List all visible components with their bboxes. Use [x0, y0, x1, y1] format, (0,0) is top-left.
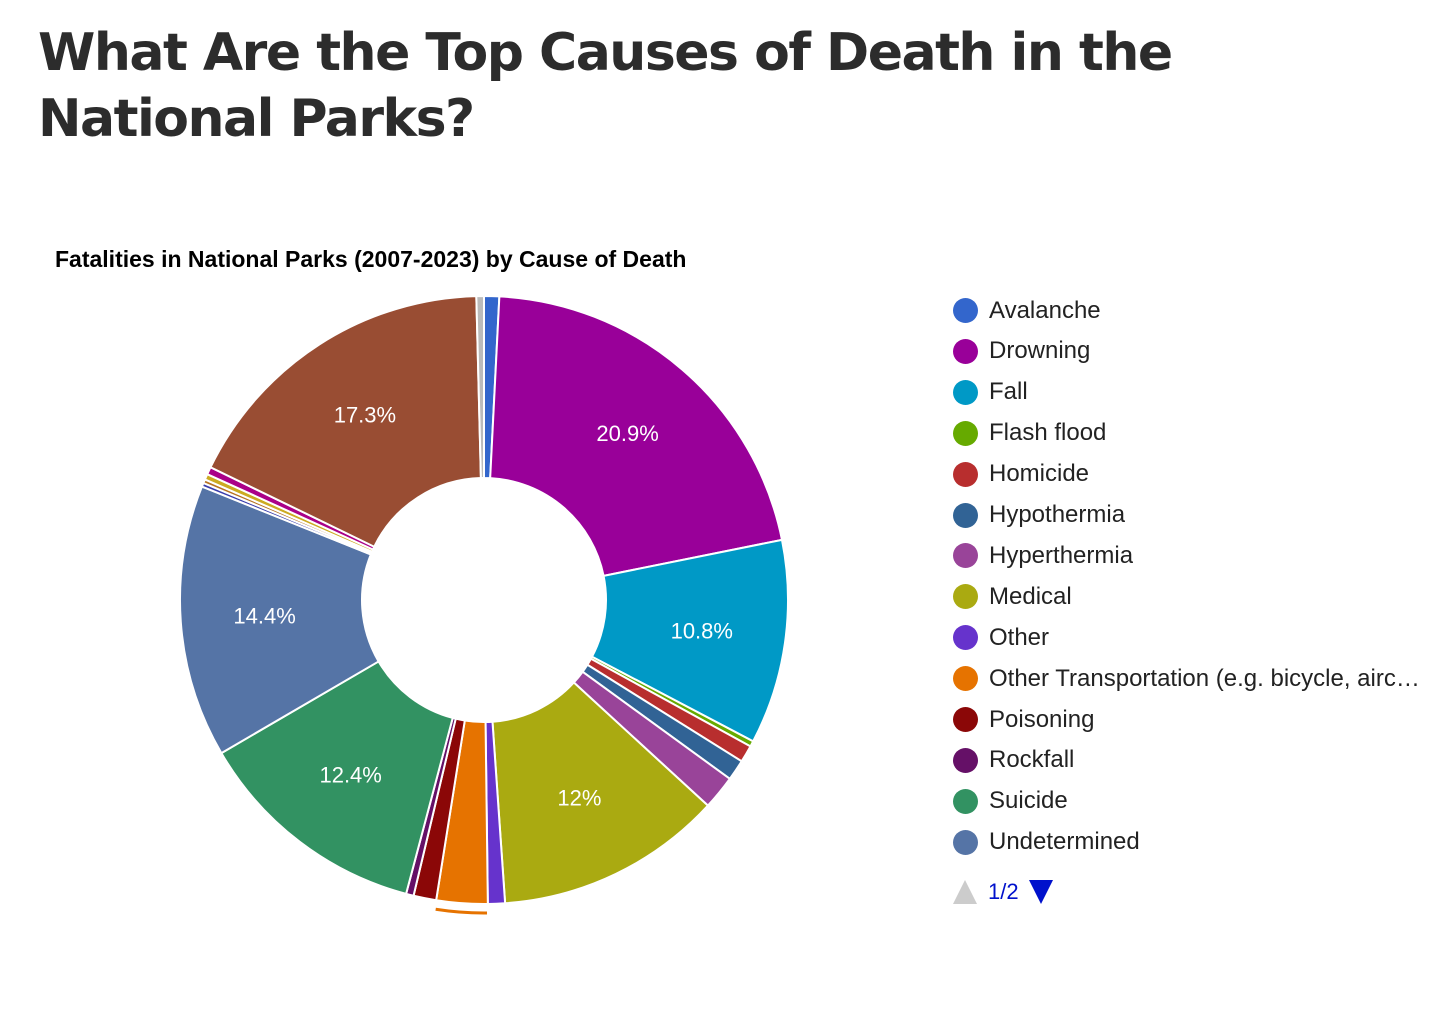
legend-swatch [953, 666, 978, 692]
slice-value-label: 12.4% [319, 762, 381, 787]
legend-page-indicator: 1/2 [988, 879, 1019, 904]
legend-swatch [953, 338, 978, 364]
legend-swatch [953, 625, 978, 651]
legend-swatch [953, 298, 978, 323]
legend-pager: 1/2 [953, 876, 1053, 908]
pie-slice-highlight [435, 907, 488, 915]
legend-swatch [953, 379, 978, 405]
legend-swatch [953, 788, 978, 814]
legend-item-poisoning[interactable]: Poisoning [953, 699, 1453, 740]
legend-item-homicide[interactable]: Homicide [953, 454, 1453, 495]
legend-label: Other [989, 623, 1050, 651]
chart-title: Fatalities in National Parks (2007-2023)… [55, 246, 687, 272]
legend-item-fall[interactable]: Fall [953, 372, 1453, 413]
legend-swatch [953, 543, 978, 569]
legend-label: Other Transportation (e.g. bicycle, airc… [989, 664, 1420, 692]
slice-value-label: 20.9% [596, 421, 658, 446]
pie-slice-drowning[interactable] [489, 295, 784, 578]
legend-label: Fall [989, 378, 1028, 406]
legend-item-hypothermia[interactable]: Hypothermia [953, 495, 1453, 536]
slice-value-label: 10.8% [671, 619, 733, 644]
slice-value-label: 12% [557, 786, 601, 811]
legend-label: Avalanche [989, 296, 1101, 324]
slice-value-label: 17.3% [334, 403, 396, 428]
legend-swatch [953, 829, 978, 855]
pie-slice-unlabeled-18[interactable] [209, 295, 482, 549]
page-heading: What Are the Top Causes of Death in the … [38, 23, 1173, 149]
legend-next-page-button[interactable] [1028, 880, 1053, 904]
legend-swatch [953, 707, 978, 732]
legend-item-other-transportation-e-g-bicycle-airc[interactable]: Other Transportation (e.g. bicycle, airc… [953, 658, 1453, 699]
legend-item-flash-flood[interactable]: Flash flood [953, 413, 1453, 454]
legend-swatch [953, 584, 978, 610]
pie-slice-medical[interactable] [491, 681, 710, 905]
legend-item-avalanche[interactable]: Avalanche [953, 290, 1453, 331]
legend-swatch [953, 747, 978, 773]
legend-label: Rockfall [989, 746, 1075, 774]
pie-slice-fall[interactable] [590, 538, 789, 743]
legend-prev-page-button[interactable] [953, 880, 977, 904]
legend-label: Drowning [989, 337, 1091, 365]
legend-label: Medical [989, 582, 1072, 610]
legend-item-suicide[interactable]: Suicide [953, 781, 1453, 822]
legend-label: Poisoning [989, 705, 1095, 733]
legend-label: Flash flood [989, 419, 1107, 447]
legend-item-undetermined[interactable]: Undetermined [953, 822, 1453, 863]
legend-label: Suicide [989, 787, 1068, 815]
legend-label: Hyperthermia [989, 541, 1134, 569]
legend-item-rockfall[interactable]: Rockfall [953, 740, 1453, 781]
legend-swatch [953, 502, 978, 528]
legend-item-other[interactable]: Other [953, 617, 1453, 658]
legend-label: Undetermined [989, 828, 1140, 856]
legend-swatch [953, 420, 978, 446]
legend-item-hyperthermia[interactable]: Hyperthermia [953, 535, 1453, 576]
pie-slice-undetermined[interactable] [179, 485, 380, 755]
legend-swatch [953, 461, 978, 487]
legend-item-drowning[interactable]: Drowning [953, 331, 1453, 372]
slice-value-label: 14.4% [233, 603, 295, 628]
pie-slice-unlabeled-19[interactable] [475, 294, 485, 480]
legend-item-medical[interactable]: Medical [953, 576, 1453, 617]
legend-label: Hypothermia [989, 501, 1126, 528]
legend-label: Homicide [989, 460, 1090, 488]
